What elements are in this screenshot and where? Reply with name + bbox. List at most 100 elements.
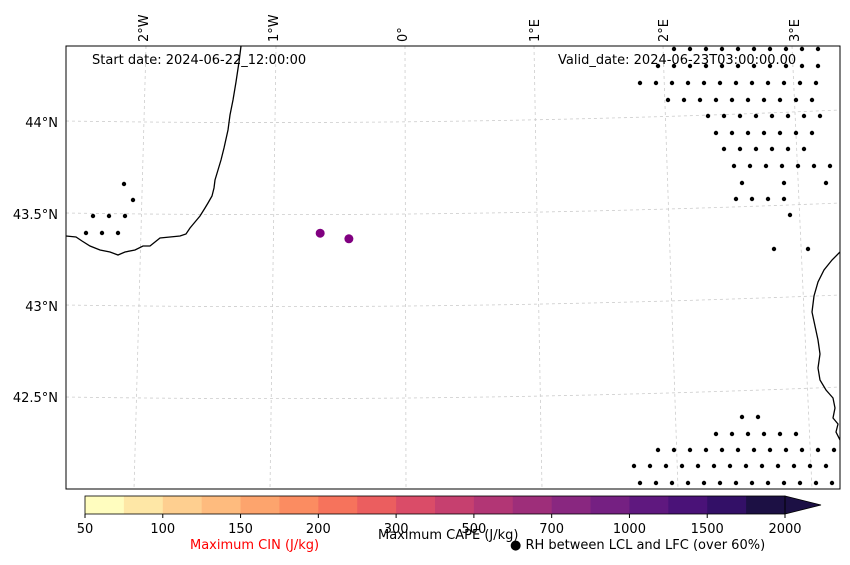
rh-dot [711, 463, 717, 469]
rh-dot [795, 163, 801, 169]
rh-dot [831, 447, 837, 453]
rh-dot [809, 97, 815, 103]
rh-dot [99, 230, 105, 236]
rh-dot [829, 480, 835, 486]
cape-point-1 [344, 234, 354, 244]
rh-dot [681, 97, 687, 103]
rh-dot [685, 80, 691, 86]
rh-dot [695, 463, 701, 469]
rh-dot [739, 180, 745, 186]
rh-dot [823, 180, 829, 186]
rh-dot [106, 213, 112, 219]
rh-dot [817, 113, 823, 119]
coastline-biscay [66, 46, 242, 256]
colorbar-segment-2 [162, 496, 203, 514]
rh-dot [679, 463, 685, 469]
rh-dot [767, 46, 773, 52]
colorbar-segment-3 [201, 496, 242, 514]
rh-dot [653, 480, 659, 486]
rh-dot [751, 447, 757, 453]
cape-colorbar [84, 495, 822, 515]
map-panel [66, 46, 840, 489]
rh-dot [813, 480, 819, 486]
rh-dot [749, 196, 755, 202]
colorbar-tick-label: 50 [77, 522, 94, 537]
lon-gridlines [133, 46, 813, 489]
map-frame [65, 45, 841, 490]
rh-dot [669, 80, 675, 86]
rh-dot [721, 113, 727, 119]
rh-dot [729, 97, 735, 103]
rh-dot [729, 130, 735, 136]
rh-dot [121, 181, 127, 187]
lon-label-1w: 1°W [267, 14, 282, 42]
rh-dot [815, 46, 821, 52]
colorbar-segment-0 [85, 496, 125, 514]
rh-dot [115, 230, 121, 236]
rh-dot [719, 46, 725, 52]
lon-label-2w: 2°W [137, 14, 152, 42]
colorbar-segment-13 [590, 496, 630, 514]
colorbar-segment-15 [668, 496, 708, 514]
rh-dot [775, 463, 781, 469]
colorbar-title: Maximum CAPE (J/kg) [378, 528, 519, 543]
colorbar-segment-7 [357, 496, 397, 514]
coastline-mediterranean [811, 251, 840, 441]
rh-dot [687, 63, 693, 69]
rh-dot [653, 80, 659, 86]
colorbar-segment-14 [629, 496, 669, 514]
lon-label-2e: 2°E [657, 19, 672, 42]
valid-date: Valid_date: 2024-06-23T03:00:00.00 [558, 53, 796, 68]
rh-dot [765, 80, 771, 86]
rh-dot [733, 80, 739, 86]
rh-dot [751, 46, 757, 52]
rh-dot [705, 113, 711, 119]
rh-dot [713, 431, 719, 437]
rh-dot [727, 463, 733, 469]
rh-dot [813, 80, 819, 86]
rh-dot [745, 130, 751, 136]
rh-dot [769, 113, 775, 119]
rh-dot [665, 97, 671, 103]
rh-dot [753, 113, 759, 119]
rh-dot [685, 480, 691, 486]
rh-dot [777, 97, 783, 103]
colorbar-tick-label: 2000 [768, 522, 801, 537]
rh-dot [671, 46, 677, 52]
rh-dot [781, 80, 787, 86]
rh-dot [797, 80, 803, 86]
colorbar-tick-label: 300 [384, 522, 409, 537]
rh-dot [637, 480, 643, 486]
start-date: Start date: 2024-06-22_12:00:00 [92, 53, 306, 68]
rh-dot [761, 130, 767, 136]
rh-dot [703, 63, 709, 69]
rh-legend-label: RH between LCL and LFC (over 60%) [525, 538, 766, 553]
rh-dot [761, 431, 767, 437]
rh-dot [799, 63, 805, 69]
rh-dot [745, 431, 751, 437]
colorbar-extend-arrow [784, 495, 822, 515]
rh-dot [753, 146, 759, 152]
rh-dot [781, 180, 787, 186]
colorbar-segment-12 [551, 496, 592, 514]
lat-label-42-5n: 42.5°N [13, 391, 58, 406]
rh-dot [779, 163, 785, 169]
rh-dot [793, 130, 799, 136]
rh-dot [783, 63, 789, 69]
rh-dot [655, 63, 661, 69]
rh-dot [130, 197, 136, 203]
colorbar-tick-label: 1500 [691, 522, 724, 537]
lon-label-0: 0° [396, 27, 411, 42]
cin-label: Maximum CIN (J/kg) [190, 538, 320, 553]
rh-dot [717, 480, 723, 486]
rh-legend-dot-icon: ● [510, 538, 522, 553]
rh-dot [713, 97, 719, 103]
rh-dot [793, 97, 799, 103]
rh-dot [719, 447, 725, 453]
colorbar-tick-label: 100 [150, 522, 175, 537]
rh-dot [631, 463, 637, 469]
colorbar-tick-label: 150 [228, 522, 253, 537]
rh-markers [83, 46, 837, 486]
rh-dot [809, 130, 815, 136]
